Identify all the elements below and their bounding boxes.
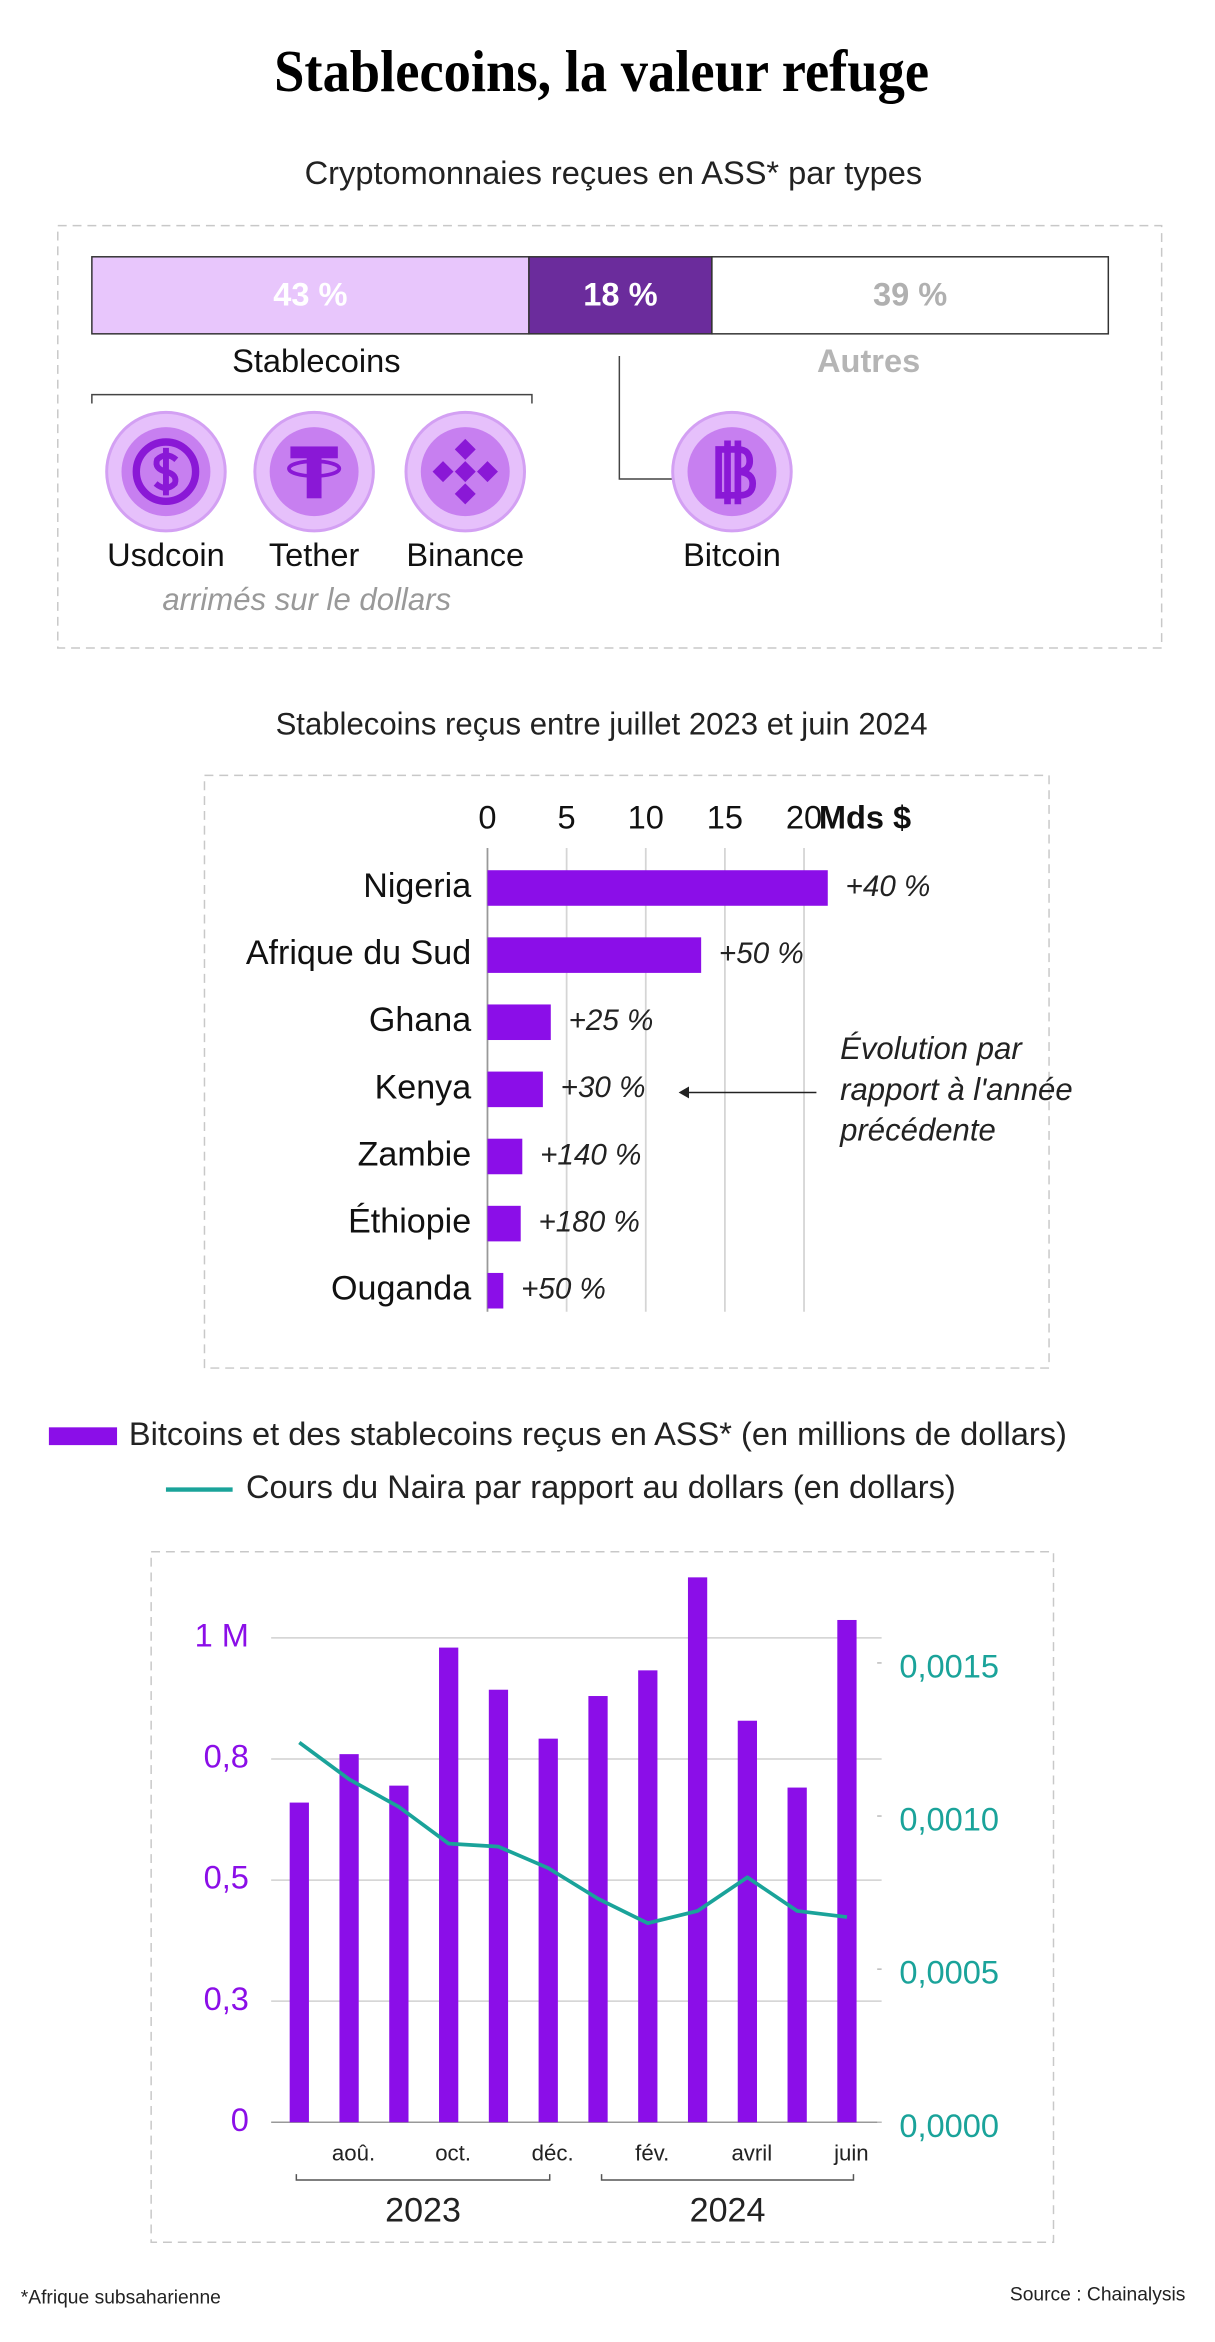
annotation: +50 %: [521, 1273, 606, 1306]
bar: [488, 1689, 509, 2123]
legend-label: Cours du Naira par rapport au dollars (e…: [246, 1468, 956, 1505]
y-tick-label: Afrique du Sud: [246, 934, 471, 972]
coin-symbol: [290, 446, 338, 459]
annotation: +40 %: [846, 870, 931, 903]
legend-swatch: [48, 1427, 118, 1446]
bar: [487, 870, 828, 906]
bar: [737, 1720, 758, 2123]
bracket: [295, 2174, 551, 2181]
category-label: Autres: [817, 342, 920, 379]
coin-symbol: [432, 461, 454, 483]
y-tick-label: Ghana: [369, 1001, 471, 1039]
x-tick-label: déc.: [532, 2141, 574, 2166]
x-tick-label: 15: [707, 798, 743, 835]
x-tick-label: 20: [786, 798, 822, 835]
year-label: 2024: [690, 2192, 766, 2230]
bar: [487, 937, 702, 973]
coin-icon: [687, 427, 777, 517]
year-label: 2023: [385, 2192, 461, 2230]
y2-tick-label: 0,0010: [899, 1801, 999, 1838]
bar: [837, 1619, 857, 2123]
data-label: 39 %: [873, 275, 947, 312]
x-tick-label: juin: [833, 2141, 869, 2166]
source: Source : Chainalysis: [1010, 2285, 1185, 2306]
annotation: +140 %: [540, 1138, 641, 1171]
note: précédente: [839, 1113, 996, 1148]
frame: [203, 774, 1050, 1369]
bar: [389, 1785, 409, 2123]
bar: [787, 1787, 807, 2123]
annotation: +30 %: [561, 1071, 646, 1104]
bar: [538, 1738, 558, 2123]
bar: [339, 1754, 359, 2123]
x-tick-label: 10: [628, 798, 664, 835]
x-tick-label: 0: [478, 798, 496, 835]
category-label: Stablecoins: [232, 342, 400, 379]
annotation: +25 %: [569, 1004, 654, 1037]
connector: [618, 356, 676, 480]
chart-title: Stablecoins reçus entre juillet 2023 et …: [276, 707, 928, 742]
y-tick-label: 0: [231, 2101, 249, 2138]
arrow-head: [678, 1086, 689, 1099]
y-tick-label: Nigeria: [363, 867, 471, 905]
bar: [687, 1577, 708, 2123]
y2-tick-label: 0,0015: [899, 1647, 999, 1684]
bracket: [91, 393, 533, 404]
bar: [487, 1138, 523, 1175]
y-tick-label: Ouganda: [331, 1270, 471, 1308]
coin-symbol: [153, 447, 179, 496]
bracket: [600, 2174, 855, 2181]
y-tick-label: 0,3: [204, 1980, 249, 2017]
y-tick-label: Éthiopie: [348, 1203, 471, 1241]
bar: [487, 1004, 551, 1041]
note: Évolution par: [840, 1031, 1023, 1066]
annotation: +180 %: [538, 1205, 639, 1238]
data-label: 43 %: [273, 275, 347, 312]
x-tick-label: oct.: [435, 2141, 471, 2166]
coin-symbol: [715, 440, 757, 505]
x-tick-label: aoû.: [332, 2141, 375, 2166]
coin-label: Tether: [269, 536, 360, 573]
bar-segment: [528, 256, 713, 335]
note: arrimés sur le dollars: [162, 582, 451, 617]
bar-segment: [91, 256, 530, 335]
y2-tick-label: 0,0005: [899, 1954, 999, 1991]
coin-symbol: [454, 438, 476, 460]
legend-label: Bitcoins et des stablecoins reçus en ASS…: [129, 1415, 1067, 1452]
bar: [588, 1696, 608, 2123]
footnote: *Afrique subsaharienne: [21, 2288, 221, 2309]
y-tick-label: Zambie: [358, 1135, 472, 1173]
note: rapport à l'année: [840, 1072, 1073, 1107]
y-tick-label: 1 M: [195, 1617, 249, 1654]
y2-tick-label: 0,0000: [899, 2107, 999, 2144]
x-tick-label: 5: [558, 798, 576, 835]
axis-unit: Mds $: [819, 798, 911, 835]
bar: [487, 1205, 521, 1242]
bar: [487, 1272, 504, 1309]
bar: [638, 1670, 658, 2123]
line: [298, 1741, 848, 1926]
bar: [439, 1647, 459, 2123]
coin-label: Binance: [406, 536, 524, 573]
coin-label: Usdcoin: [107, 536, 225, 573]
x-tick-label: fév.: [635, 2141, 669, 2166]
category-label: Bitcoin: [683, 536, 781, 573]
bar: [487, 1071, 543, 1108]
data-label: 18 %: [583, 275, 657, 312]
coin-symbol: [287, 459, 342, 478]
y-tick-label: 0,5: [204, 1859, 249, 1896]
chart-title: Cryptomonnaies reçues en ASS* par types: [305, 154, 923, 191]
x-tick-label: avril: [731, 2141, 772, 2166]
coin-symbol: [132, 438, 200, 505]
main-title: Stablecoins, la valeur refuge: [274, 38, 929, 104]
frame: [57, 224, 1163, 649]
y-tick-label: Kenya: [375, 1068, 472, 1106]
bar-segment: [711, 256, 1110, 335]
y-tick-label: 0,8: [204, 1738, 249, 1775]
bar: [289, 1802, 309, 2123]
annotation: +50 %: [719, 937, 804, 970]
frame: [150, 1551, 1055, 2244]
